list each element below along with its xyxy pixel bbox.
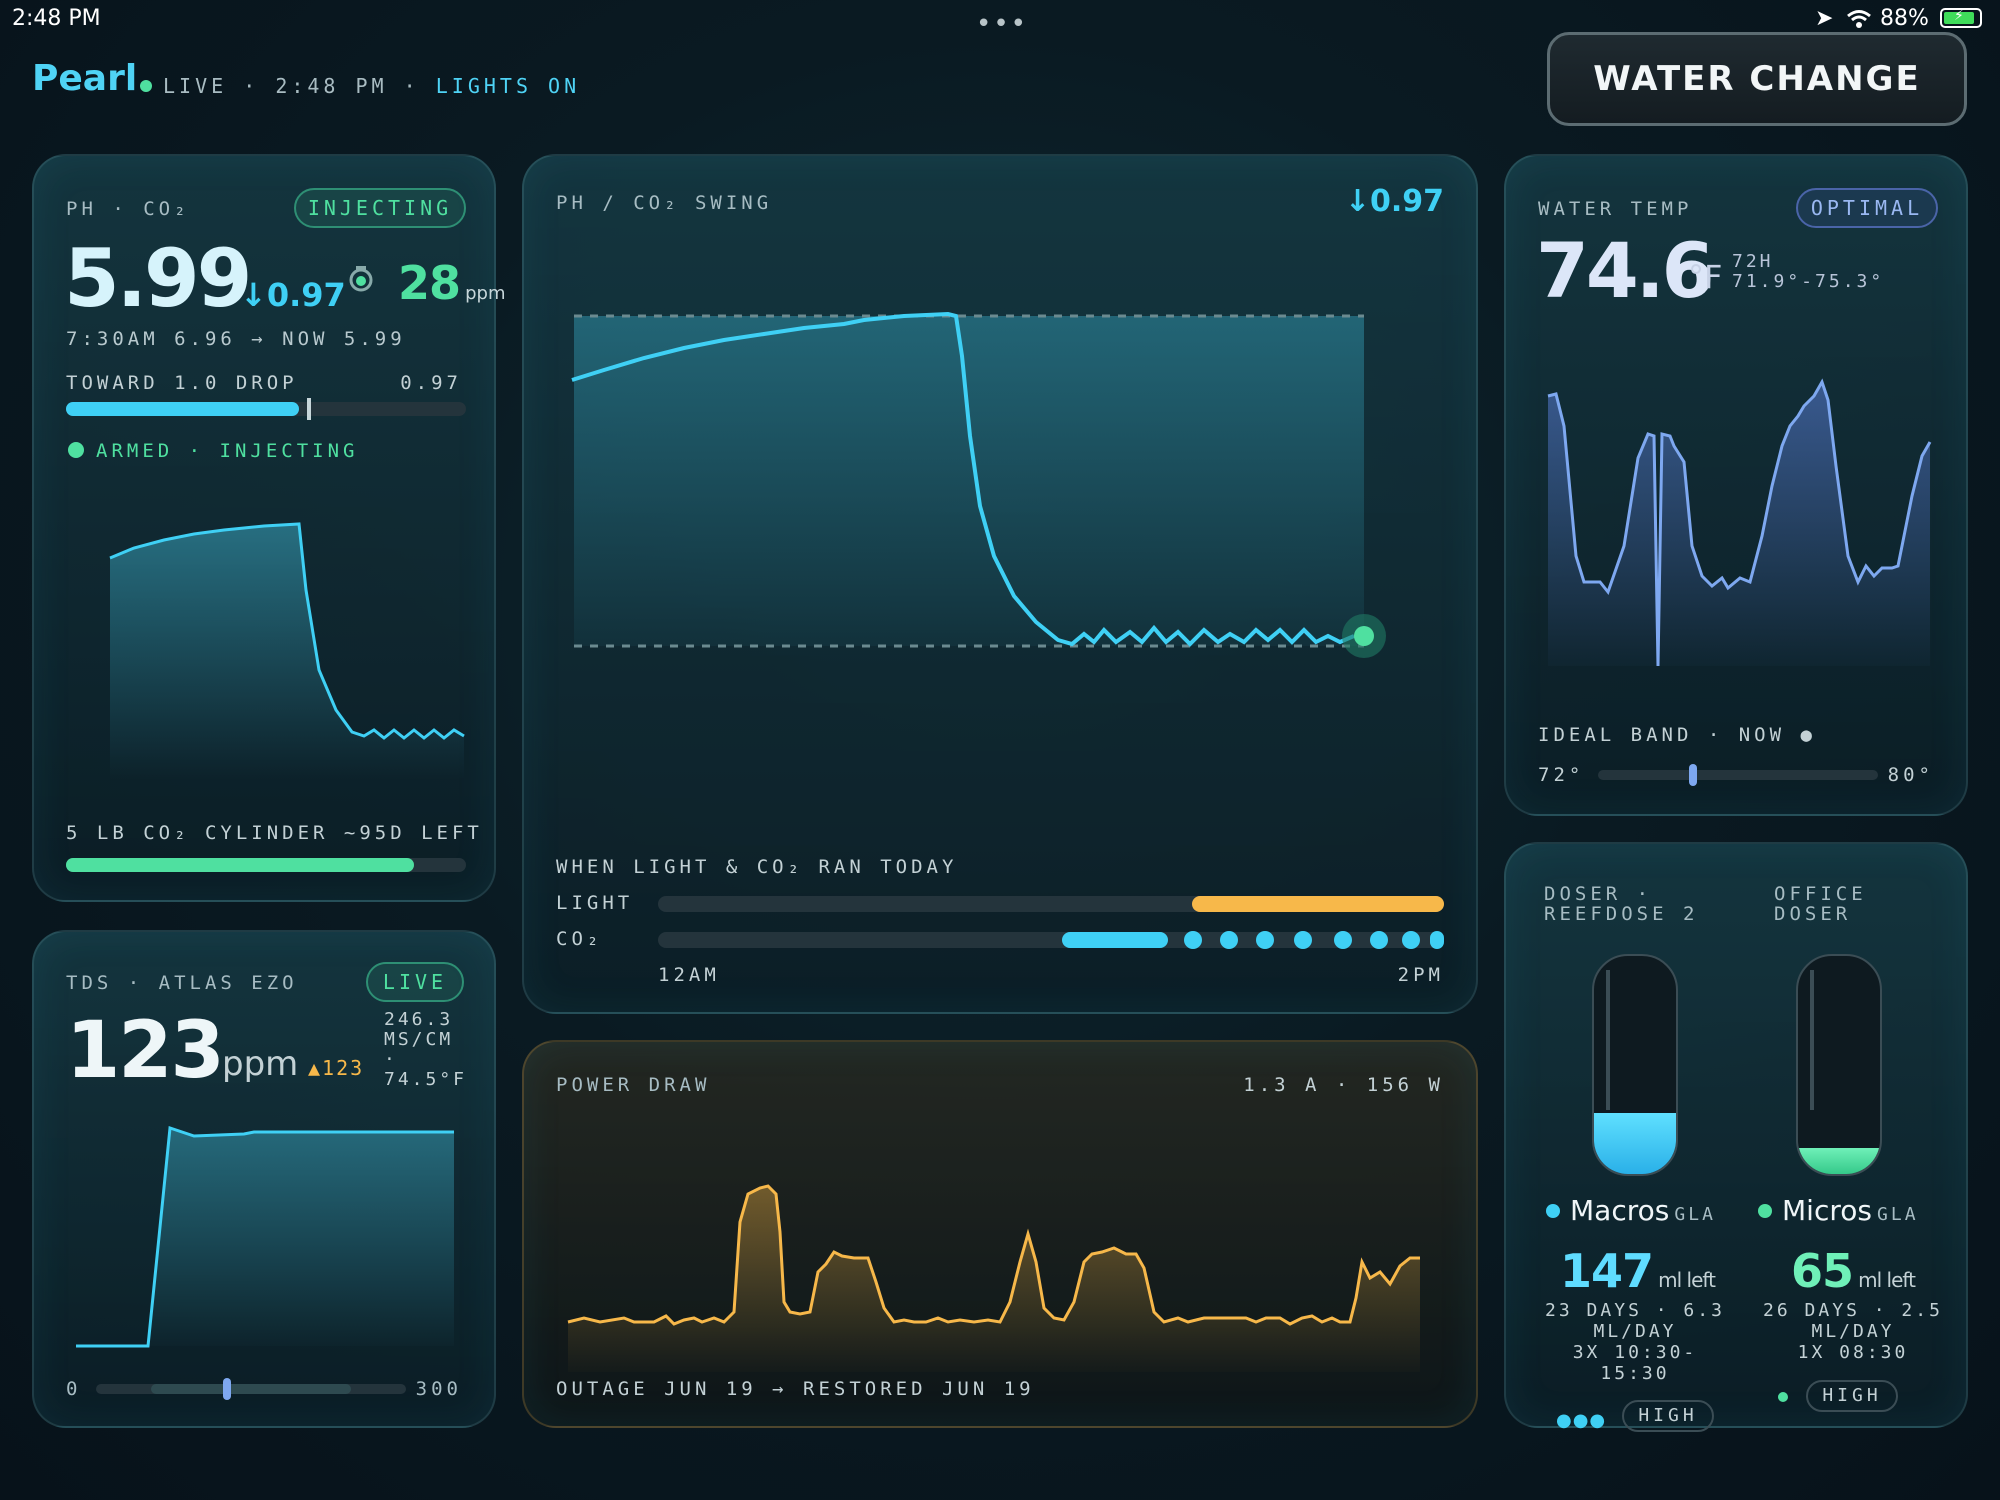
battery-percent: 88% [1880,6,1929,31]
micros-name: Micros GLA [1782,1194,1919,1227]
light-schedule-bar [658,896,1444,912]
tds-details: 246.3 MS/CM · 74.5°F [384,1010,494,1090]
tds-temp: 74.5°F [384,1069,468,1090]
cylinder-progress-bar [66,858,466,872]
ph-co2-swing-card[interactable]: PH / CO₂ SWING ↓0.97 WHEN LIGHT & CO₂ RA… [522,154,1478,1014]
micros-level-badge: HIGH [1806,1380,1898,1412]
armed-status: ARMED · INJECTING [96,440,359,462]
power-label: POWER DRAW [556,1074,711,1096]
power-reading: 1.3 A · 156 W [1243,1074,1444,1096]
armed-dot-icon [68,442,84,458]
conductivity: 246.3 MS/CM [384,1009,454,1050]
co2-bubble-icon [349,266,373,292]
macros-dot-icon [1546,1204,1560,1218]
live-label: LIVE [163,74,228,98]
micros-info: 26 DAYS · 2.5 ML/DAY 1X 08:30 [1763,1300,1943,1363]
tds-slider-knob[interactable] [223,1378,232,1400]
tds-value: 123 [66,1006,225,1096]
micros-dot-small-icon [1778,1392,1788,1402]
tds-range-min: 0 [66,1378,82,1400]
temp-72h-range: 72H 71.9°-75.3° [1732,251,1885,292]
power-chart [567,1184,1420,1372]
temp-unit: °F [1688,258,1723,296]
micros-tube [1796,954,1882,1176]
app-title: Pearl [32,58,138,99]
tds-label: TDS · ATLAS EZO [66,972,298,994]
drop-value: 0.97 [400,372,462,394]
tds-mini-chart [76,1125,454,1348]
ph-mini-chart [109,522,465,780]
co2-row-label: CO₂ [556,928,603,950]
power-draw-card[interactable]: POWER DRAW 1.3 A · 156 W OUTAGE JUN 19 →… [522,1040,1478,1428]
micros-dot-icon [1758,1204,1772,1218]
drop-label: TOWARD 1.0 DROP [66,372,298,394]
macros-tube [1592,954,1678,1176]
schedule-label: WHEN LIGHT & CO₂ RAN TODAY [556,856,958,878]
ideal-band-label: IDEAL BAND · NOW ● [1538,724,1816,746]
axis-end: 2PM [1397,964,1444,986]
band-min: 72° [1538,764,1585,786]
water-change-button[interactable]: WATER CHANGE [1547,32,1967,126]
ph-card-label: PH · CO₂ [66,198,190,220]
tds-delta: ▲123 [308,1056,365,1080]
header-time: 2:48 PM [275,74,388,98]
macros-amount: 147 ml left [1560,1244,1716,1298]
doser-col1-title: DOSER · REEFDOSE 2 [1544,883,1699,925]
optimal-badge: OPTIMAL [1796,188,1938,228]
micros-amount: 65 ml left [1791,1244,1916,1298]
temp-value: 74.6 [1536,226,1715,315]
band-max: 80° [1887,764,1934,786]
co2-value: 28 ppm [398,256,506,310]
header-meta: LIVE · 2:48 PM · LIGHTS ON [163,74,581,98]
macros-dots-icon: ●●● [1556,1410,1607,1431]
doser-card[interactable]: DOSER · REEFDOSE 2 OFFICE DOSER Macros G… [1504,842,1968,1432]
swing-chart [571,311,1386,658]
light-row-label: LIGHT [556,892,634,914]
temp-now-marker [1689,764,1697,786]
water-temp-card[interactable]: WATER TEMP OPTIMAL 74.6 °F 72H 71.9°-75.… [1504,154,1968,816]
swing-delta: ↓0.97 [1344,184,1444,219]
more-dots-icon[interactable]: ••• [976,9,1029,39]
ph-value: 5.99 [64,232,252,325]
temp-chart [1547,378,1932,666]
ph-delta: ↓0.97 [240,276,346,314]
status-time: 2:48 PM [12,6,101,31]
cylinder-label: 5 LB CO₂ CYLINDER ~95D LEFT [66,822,483,844]
location-icon: ➤ [1815,6,1834,31]
swing-label: PH / CO₂ SWING [556,192,773,214]
tds-unit: ppm [222,1044,299,1084]
tds-range-max: 300 [415,1378,462,1400]
macros-info: 23 DAYS · 6.3 ML/DAY 3X 10:30-15:30 [1545,1300,1725,1384]
tds-range-slider[interactable] [96,1378,406,1400]
lights-status: LIGHTS ON [435,74,581,98]
doser-col2-title: OFFICE DOSER [1774,883,1867,925]
temp-label: WATER TEMP [1538,198,1693,220]
live-badge: LIVE [366,962,464,1002]
co2-schedule-bar [658,931,1444,949]
wifi-icon [1847,10,1871,28]
outage-text: OUTAGE JUN 19 → RESTORED JUN 19 [556,1378,1035,1400]
tds-card[interactable]: TDS · ATLAS EZO LIVE 123 ppm ▲123 246.3 … [32,930,496,1428]
macros-name: Macros GLA [1570,1194,1716,1227]
injecting-badge: INJECTING [294,188,466,228]
ph-history: 7:30AM 6.96 → NOW 5.99 [66,328,406,350]
live-dot-icon [140,80,152,92]
ph-co2-card[interactable]: PH · CO₂ INJECTING 5.99 ↓0.97 28 ppm 7:3… [32,154,506,902]
ideal-band-slider[interactable] [1598,764,1878,786]
battery-icon: ⚡ [1940,8,1982,28]
drop-progress-bar [66,398,466,420]
axis-start: 12AM [658,964,720,986]
macros-level-badge: HIGH [1622,1400,1714,1432]
